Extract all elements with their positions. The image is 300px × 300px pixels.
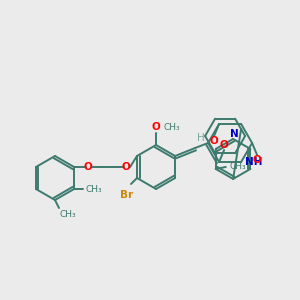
Text: CH₃: CH₃ xyxy=(230,162,246,171)
Text: H: H xyxy=(197,133,205,143)
Text: O: O xyxy=(253,155,262,165)
Text: N: N xyxy=(230,129,239,139)
Text: CH₃: CH₃ xyxy=(85,184,102,194)
Text: O: O xyxy=(210,136,218,146)
Text: O: O xyxy=(220,140,229,150)
Text: CH₃: CH₃ xyxy=(163,122,180,131)
Text: O: O xyxy=(84,162,92,172)
Text: O: O xyxy=(122,162,130,172)
Text: NH: NH xyxy=(245,157,262,167)
Text: Br: Br xyxy=(120,190,134,200)
Text: O: O xyxy=(152,122,161,132)
Text: CH₃: CH₃ xyxy=(59,210,76,219)
